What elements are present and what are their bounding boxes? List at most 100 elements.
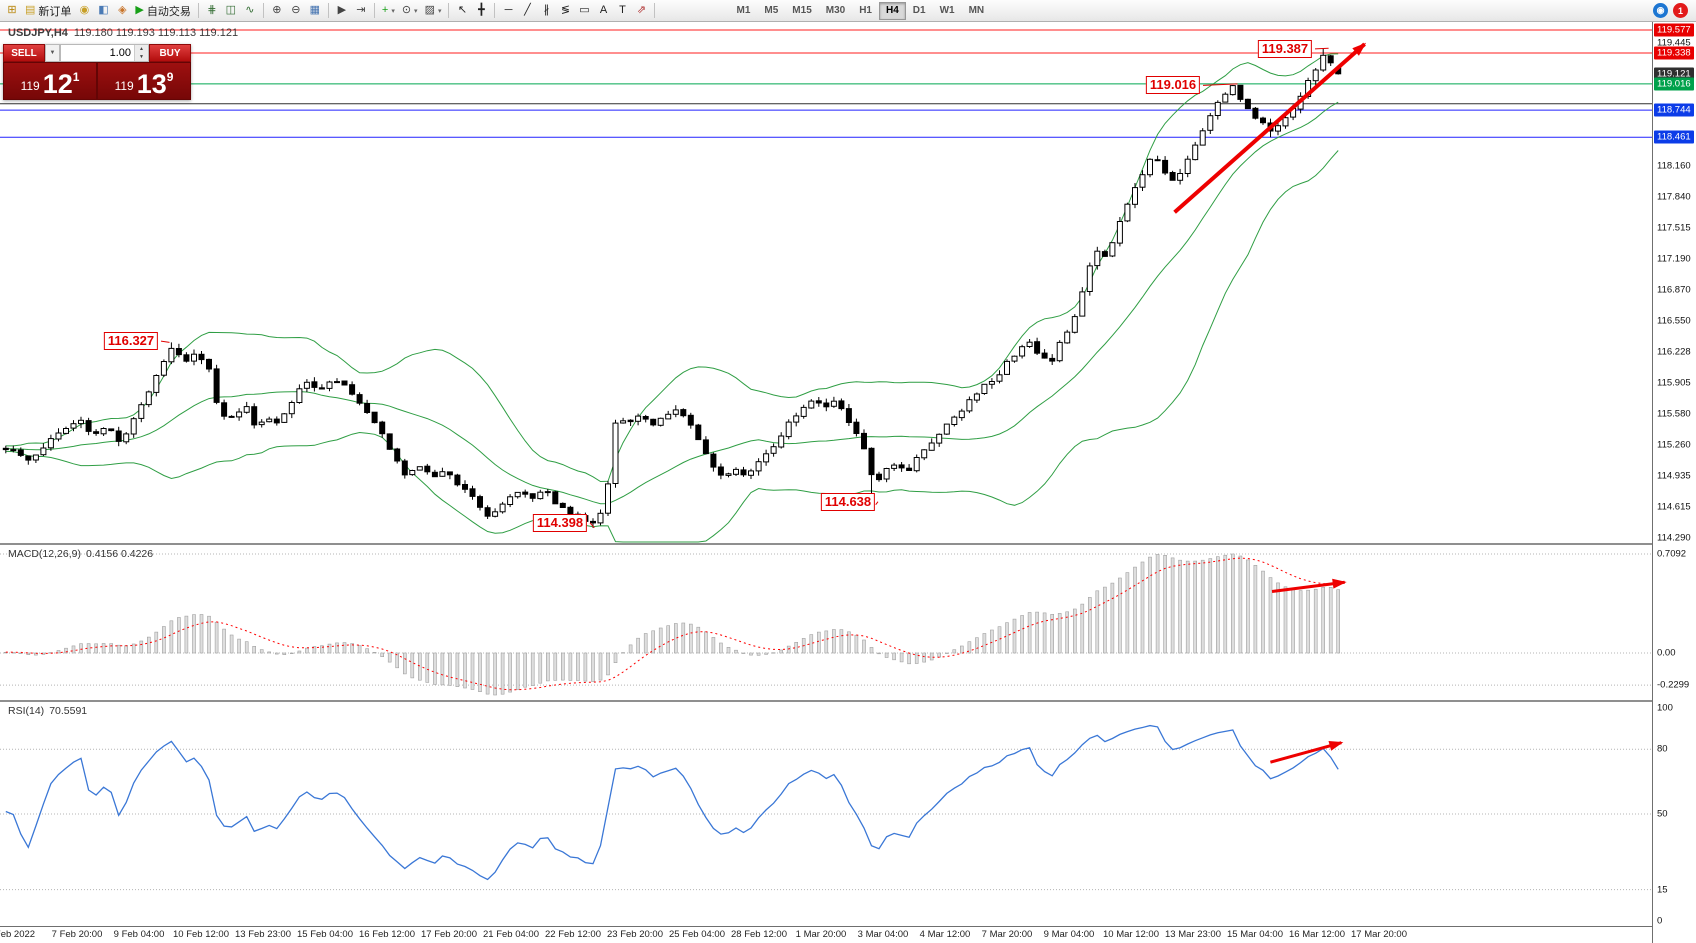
label-button[interactable]: T	[613, 2, 631, 20]
price-axis-badge: 118.744	[1654, 103, 1694, 117]
timeframe-m30-button[interactable]: M30	[819, 2, 852, 20]
volume-down-icon[interactable]: ▼	[135, 53, 148, 61]
indicators-button[interactable]: + ▾	[379, 2, 398, 20]
trend-arrow-object[interactable]	[1270, 741, 1344, 764]
bar-chart-button[interactable]: ⋕	[203, 2, 221, 20]
tile-windows-icon: ▦	[309, 4, 321, 16]
price-axis-label: 0.00	[1657, 647, 1676, 659]
community-button[interactable]: ◉	[1653, 3, 1668, 18]
templates-button[interactable]: ▨ ▾	[422, 2, 445, 20]
price-axis-badge: 119.121	[1654, 67, 1694, 81]
crosshair-icon: ╋	[478, 4, 485, 16]
sell-button[interactable]: SELL	[3, 44, 45, 62]
auto-trading-button-label: 自动交易	[146, 5, 191, 18]
fibonacci-icon: ≶	[560, 4, 571, 16]
horizontal-line-objects[interactable]	[0, 29, 1652, 138]
order-type-dropdown[interactable]: ▼	[45, 44, 60, 62]
volume-up-icon[interactable]: ▲	[135, 45, 148, 53]
price-label-annotation[interactable]: 114.398	[532, 514, 588, 532]
chart-shift-icon: ⇥	[356, 4, 366, 16]
market-watch-button[interactable]: ◉	[75, 2, 93, 20]
channel-button[interactable]: ∦	[537, 2, 555, 20]
periods-button[interactable]: ⊙ ▾	[399, 2, 421, 20]
text-icon: A	[599, 4, 608, 16]
time-axis-label: Feb 2022	[0, 929, 36, 940]
crosshair-button[interactable]: ╋	[472, 2, 490, 20]
time-axis-label: 17 Mar 20:00	[1351, 929, 1407, 940]
navigator-button[interactable]: ◈	[113, 2, 131, 20]
timeframe-w1-button[interactable]: W1	[933, 2, 962, 20]
text-button[interactable]: A	[594, 2, 612, 20]
price-axis-label: 114.935	[1657, 470, 1691, 482]
periods-icon: ⊙	[401, 4, 412, 16]
timeframe-h1-button[interactable]: H1	[852, 2, 879, 20]
time-axis-label: 13 Feb 23:00	[235, 929, 291, 940]
toolbar-separator	[197, 3, 199, 18]
sell-price-panel[interactable]: 119 12 1	[3, 62, 97, 100]
price-axis-badge: 119.016	[1654, 77, 1694, 91]
price-axis-label: 118.160	[1657, 160, 1691, 172]
new-order-icon: ▤	[25, 4, 36, 16]
shapes-button[interactable]: ▭	[575, 2, 593, 20]
tile-windows-button[interactable]: ▦	[306, 2, 324, 20]
fibonacci-button[interactable]: ≶	[556, 2, 574, 20]
buy-price-panel[interactable]: 119 13 9	[97, 62, 191, 100]
zoom-out-button[interactable]: ⊖	[287, 2, 305, 20]
time-axis-label: 17 Feb 20:00	[421, 929, 477, 940]
time-axis-label: 4 Mar 12:00	[919, 929, 971, 940]
new-chart-button[interactable]: ⊞	[3, 2, 21, 20]
price-axis-label: 119.445	[1657, 37, 1691, 49]
timeframe-d1-button[interactable]: D1	[906, 2, 933, 20]
timeframe-m5-button[interactable]: M5	[757, 2, 785, 20]
time-axis-label: 21 Feb 04:00	[483, 929, 539, 940]
timeframe-m15-button[interactable]: M15	[785, 2, 818, 20]
time-axis-label: 16 Feb 12:00	[359, 929, 415, 940]
trend-arrow-object[interactable]	[1271, 578, 1347, 593]
buy-button[interactable]: BUY	[149, 44, 191, 62]
cursor-icon: ↖	[457, 4, 468, 16]
volume-input[interactable]	[61, 45, 134, 61]
macd-name: MACD(12,26,9)	[8, 548, 81, 560]
time-axis-label: 10 Mar 12:00	[1103, 929, 1159, 940]
shapes-icon: ▭	[579, 4, 590, 16]
time-axis-label: 3 Mar 04:00	[857, 929, 909, 940]
data-window-button[interactable]: ◧	[94, 2, 112, 20]
price-axis-label: 116.870	[1657, 284, 1691, 296]
cursor-button[interactable]: ↖	[453, 2, 471, 20]
timeframe-h4-button[interactable]: H4	[879, 1, 906, 20]
price-label-annotation[interactable]: 116.327	[103, 332, 159, 350]
candlestick-chart-button[interactable]: ◫	[222, 2, 240, 20]
auto-trading-button[interactable]: ▶ 自动交易	[132, 2, 193, 20]
price-label-annotation[interactable]: 119.016	[1145, 76, 1201, 94]
pane-splitter-rsi[interactable]	[0, 700, 1696, 702]
macd-signal-line	[5, 557, 1339, 691]
toolbar-separator	[327, 3, 329, 18]
time-axis-label: 22 Feb 12:00	[545, 929, 601, 940]
caret-down-icon: ▼	[49, 50, 56, 56]
trend-arrow-object[interactable]	[1173, 42, 1367, 214]
volume-stepper[interactable]: ▲ ▼	[60, 44, 149, 62]
new-order-button[interactable]: ▤ 新订单	[22, 2, 74, 20]
price-label-annotation[interactable]: 114.638	[820, 493, 876, 511]
price-label-annotation[interactable]: 119.387	[1257, 40, 1313, 58]
notifications-button[interactable]: 1	[1673, 3, 1688, 18]
chevron-down-icon: ▾	[391, 7, 395, 15]
auto-scroll-button[interactable]: ▶	[333, 2, 351, 20]
timeframe-m1-button[interactable]: M1	[729, 2, 757, 20]
price-axis-badge: 119.338	[1654, 46, 1694, 60]
arrows-icon: ⇗	[636, 4, 647, 16]
pane-splitter-macd[interactable]	[0, 543, 1696, 545]
line-chart-button[interactable]: ∿	[241, 2, 259, 20]
price-axis[interactable]: 119.445 118.160 117.840 117.515 117.190 116.8…	[1652, 22, 1696, 943]
timeframe-mn-button[interactable]: MN	[962, 2, 992, 20]
price-axis-badge: 119.577	[1654, 23, 1694, 37]
time-axis-label: 15 Feb 04:00	[297, 929, 353, 940]
chart-canvas[interactable]	[0, 22, 1652, 926]
arrows-button[interactable]: ⇗	[632, 2, 650, 20]
chart-shift-button[interactable]: ⇥	[352, 2, 370, 20]
zoom-in-button[interactable]: ⊕	[268, 2, 286, 20]
price-axis-label: 114.290	[1657, 532, 1691, 544]
horizontal-line-button[interactable]: ─	[499, 2, 517, 20]
trendline-button[interactable]: ╱	[518, 2, 536, 20]
time-axis[interactable]: Feb 2022 7 Feb 20:00 9 Feb 04:00 10 Feb 12:…	[0, 926, 1652, 943]
